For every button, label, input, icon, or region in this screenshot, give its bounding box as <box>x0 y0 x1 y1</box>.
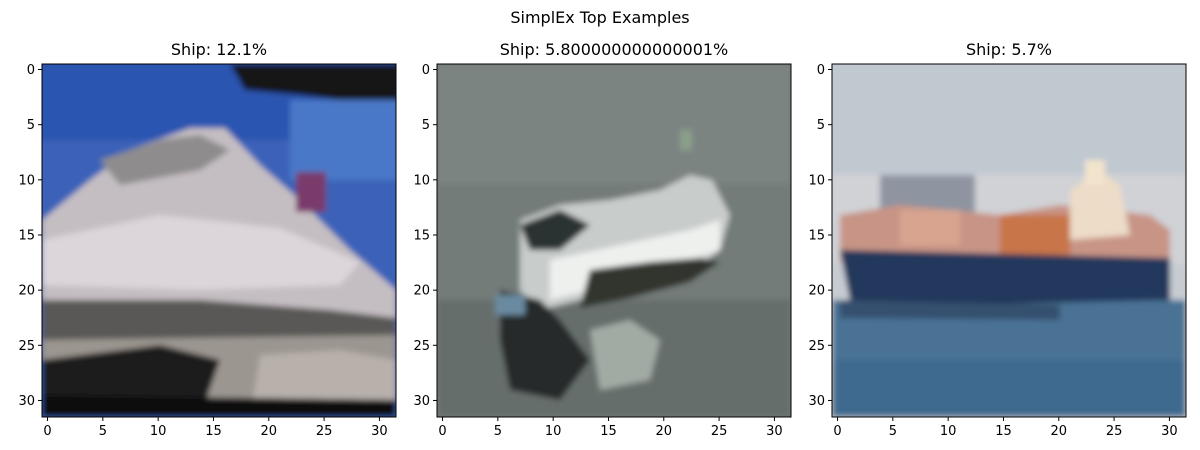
panel-2-y-tick-label-4: 20 <box>413 284 430 299</box>
panel-2-y-tick-label-2: 10 <box>413 173 430 188</box>
panel-3-x-tick-label-1: 5 <box>889 424 897 439</box>
panel-2-image <box>437 64 791 417</box>
panel-1-image <box>42 64 396 417</box>
panel-2-y-tick-label-6: 30 <box>413 394 430 409</box>
panel-2-x-tick-label-4: 20 <box>656 424 673 439</box>
panel-1-x-tick-label-2: 10 <box>150 424 167 439</box>
panel-2-x-tick-label-1: 5 <box>494 424 502 439</box>
panel-1-x-tick-label-6: 30 <box>371 424 388 439</box>
panel-3-y-tick-label-4: 20 <box>808 284 825 299</box>
panel-2-frame <box>436 63 792 418</box>
panel-1-x-tick-label-4: 20 <box>261 424 278 439</box>
panel-1-y-tick-label-0: 0 <box>27 63 35 78</box>
panel-3-x-tick-label-6: 30 <box>1161 424 1178 439</box>
panel-2-y-tick-label-3: 15 <box>413 228 430 243</box>
panel-3-x-tick-label-4: 20 <box>1051 424 1068 439</box>
panel-2-y-tick-label-5: 25 <box>413 339 430 354</box>
panel-1-y-tick-label-4: 20 <box>18 284 35 299</box>
panel-1-x-tick-label-3: 15 <box>205 424 222 439</box>
panel-1-x-tick-label-1: 5 <box>99 424 107 439</box>
panel-1-frame <box>41 63 397 418</box>
panel-3-x-tick-label-2: 10 <box>940 424 957 439</box>
panel-3-frame <box>831 63 1187 418</box>
panel-1-y-tick-label-2: 10 <box>18 173 35 188</box>
panel-2-y-tick-label-0: 0 <box>422 63 430 78</box>
panel-3-x-tick-label-5: 25 <box>1106 424 1123 439</box>
panel-1-y-tick-label-1: 5 <box>27 118 35 133</box>
panel-1: Ship: 12.1% 0 5 10 15 20 25 30 0 5 10 15 20 25 30 <box>18 40 397 439</box>
panel-2-axes: 0 5 10 15 20 25 30 0 5 10 15 20 25 30 <box>413 63 782 439</box>
panel-2-x-tick-label-5: 25 <box>711 424 728 439</box>
panel-3-x-tick-label-3: 15 <box>995 424 1012 439</box>
panel-1-x-tick-label-0: 0 <box>43 424 51 439</box>
panel-2-x-tick-label-2: 10 <box>545 424 562 439</box>
panel-3-y-tick-label-5: 25 <box>808 339 825 354</box>
figure-title: SimplEx Top Examples <box>510 8 689 27</box>
panel-1-y-tick-label-6: 30 <box>18 394 35 409</box>
panel-1-y-tick-label-3: 15 <box>18 228 35 243</box>
panel-2-x-tick-label-0: 0 <box>438 424 446 439</box>
panel-1-y-tick-label-5: 25 <box>18 339 35 354</box>
panel-1-title: Ship: 12.1% <box>171 40 267 59</box>
panel-3-axes: 0 5 10 15 20 25 30 0 5 10 15 20 25 30 <box>808 63 1177 439</box>
panel-1-x-tick-label-5: 25 <box>316 424 333 439</box>
panel-3: Ship: 5.7% 0 5 10 15 20 25 30 0 5 10 15 20 25 30 <box>808 40 1187 439</box>
panel-3-x-tick-label-0: 0 <box>833 424 841 439</box>
panel-2: Ship: 5.800000000000001% 0 5 10 15 20 25 30 0 5 1… <box>413 40 792 439</box>
panel-2-x-tick-label-3: 15 <box>600 424 617 439</box>
panel-2-x-tick-label-6: 30 <box>766 424 783 439</box>
panel-2-y-tick-label-1: 5 <box>422 118 430 133</box>
panel-3-image <box>832 64 1186 417</box>
panel-3-y-tick-label-6: 30 <box>808 394 825 409</box>
panel-2-title: Ship: 5.800000000000001% <box>500 40 729 59</box>
panel-1-axes: 0 5 10 15 20 25 30 0 5 10 15 20 25 30 <box>18 63 387 439</box>
panel-3-y-tick-label-0: 0 <box>817 63 825 78</box>
panel-3-y-tick-label-2: 10 <box>808 173 825 188</box>
panel-3-title: Ship: 5.7% <box>966 40 1052 59</box>
panel-3-y-tick-label-3: 15 <box>808 228 825 243</box>
panel-3-y-tick-label-1: 5 <box>817 118 825 133</box>
